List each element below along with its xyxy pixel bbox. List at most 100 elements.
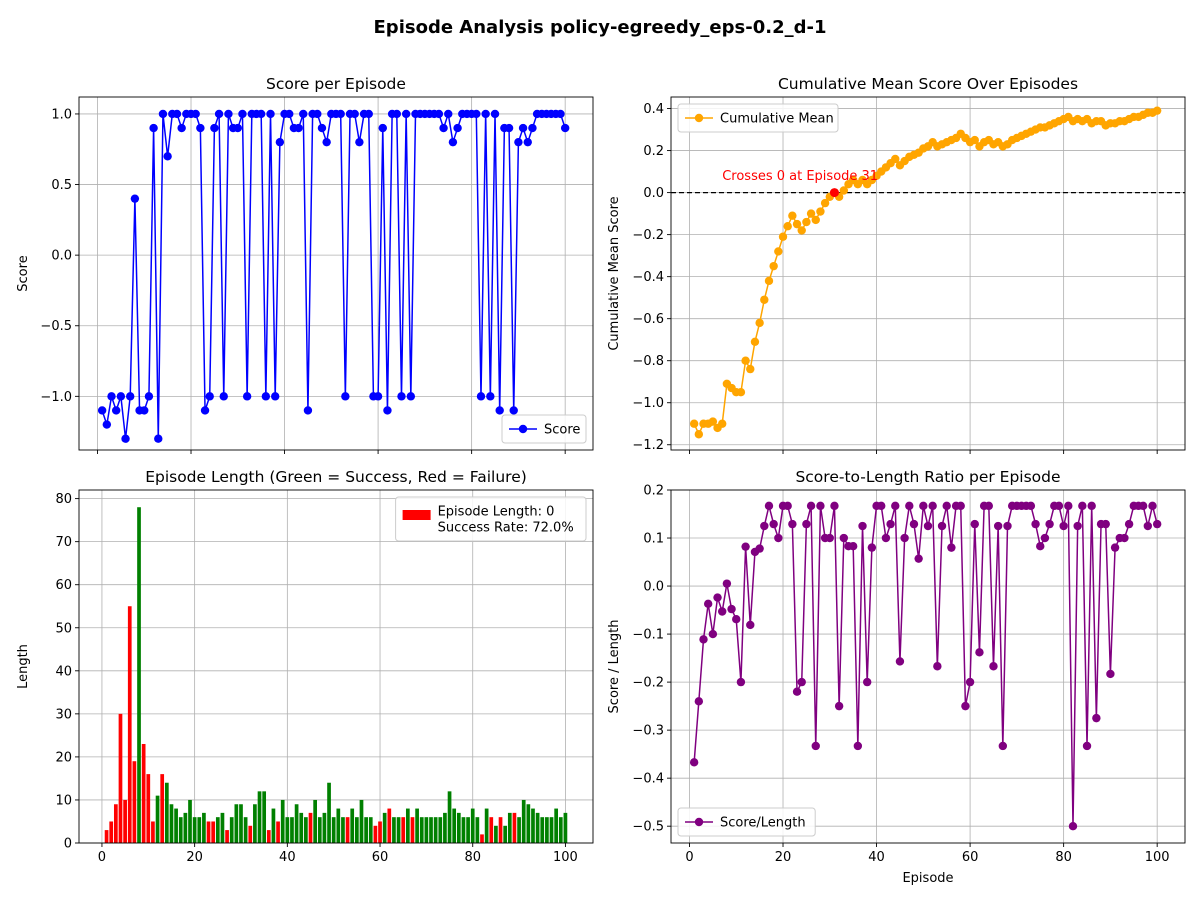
- legend-success-rate: Success Rate: 72.0%: [438, 521, 574, 536]
- data-point: [718, 419, 727, 428]
- data-point: [238, 109, 247, 119]
- data-point: [439, 123, 448, 133]
- data-point: [928, 501, 937, 511]
- y-tick-label: 30: [55, 707, 72, 722]
- y-tick-label: −0.4: [632, 772, 664, 787]
- bar: [549, 817, 554, 843]
- data-point: [163, 152, 172, 161]
- data-point: [741, 356, 750, 365]
- data-point: [792, 219, 802, 229]
- y-tick-label: 0.1: [643, 532, 664, 547]
- data-point: [177, 123, 186, 133]
- bar: [164, 782, 169, 843]
- data-point: [1110, 543, 1120, 552]
- data-point: [397, 392, 406, 401]
- data-point: [797, 677, 806, 687]
- data-point: [158, 109, 168, 119]
- chart-1: −1.0 −0.5 0.0 0.5 1.0 Score per Episode Score S…: [16, 75, 594, 454]
- y-tick-label: −0.2: [632, 676, 664, 691]
- y-tick-label: 0.4: [643, 102, 664, 117]
- y-tick-label: −0.2: [632, 228, 664, 243]
- y-tick-label: 10: [55, 793, 72, 808]
- y-axis-label: Cumulative Mean Score: [607, 196, 622, 350]
- bar: [364, 817, 368, 843]
- data-point: [956, 501, 965, 511]
- data-point: [909, 519, 919, 529]
- data-point: [839, 186, 849, 195]
- data-point: [200, 406, 210, 415]
- data-point: [783, 501, 792, 511]
- data-point: [130, 194, 140, 203]
- bar: [540, 817, 545, 843]
- bar: [484, 808, 489, 843]
- data-point: [504, 123, 514, 133]
- data-point: [350, 109, 359, 119]
- bar: [104, 830, 109, 843]
- bar: [424, 817, 429, 843]
- bar: [429, 817, 433, 843]
- data-point: [219, 392, 228, 401]
- data-point: [746, 364, 755, 374]
- data-point: [975, 648, 984, 657]
- data-point: [764, 501, 774, 511]
- data-point: [1026, 501, 1036, 511]
- data-point: [476, 392, 486, 401]
- data-point: [486, 392, 495, 401]
- bar: [285, 817, 290, 843]
- bar: [137, 507, 141, 843]
- bar: [220, 812, 225, 843]
- x-tick-label: 20: [186, 850, 203, 865]
- data-point: [933, 662, 942, 671]
- bar: [317, 817, 322, 843]
- legend-label: Score: [544, 423, 580, 438]
- data-point: [1003, 521, 1012, 531]
- axes-frame: [78, 96, 594, 451]
- data-point: [453, 123, 462, 133]
- bar: [563, 812, 568, 843]
- data-point: [107, 392, 116, 401]
- data-point: [378, 123, 387, 133]
- bar: [331, 817, 336, 843]
- data-point: [317, 123, 327, 133]
- data-point: [1152, 106, 1162, 115]
- x-tick-label: 20: [775, 850, 792, 865]
- bar: [410, 817, 415, 843]
- crossing-point-marker: [829, 188, 839, 198]
- axes-frame: [670, 489, 1186, 844]
- chart-title: Score-to-Length Ratio per Episode: [795, 468, 1060, 486]
- bar: [327, 782, 331, 843]
- bar: [202, 812, 206, 843]
- data-point: [196, 123, 205, 133]
- annotation-text: Crosses 0 at Episode 31: [722, 169, 878, 184]
- data-point: [853, 741, 863, 751]
- data-point: [764, 276, 774, 286]
- data-point: [523, 137, 532, 147]
- data-point: [518, 123, 528, 133]
- data-point: [1082, 741, 1092, 751]
- bar: [127, 606, 132, 843]
- data-point: [205, 392, 214, 401]
- data-point: [694, 430, 704, 439]
- bar: [109, 821, 114, 843]
- bar: [169, 804, 174, 843]
- x-tick-label: 40: [868, 850, 885, 865]
- bar: [253, 804, 257, 843]
- data-point: [1143, 521, 1153, 531]
- data-point: [820, 198, 830, 208]
- y-tick-label: 0.5: [51, 178, 72, 193]
- data-point: [792, 687, 802, 696]
- data-point: [760, 295, 769, 304]
- data-point: [755, 544, 764, 553]
- y-tick-label: −0.1: [632, 628, 664, 643]
- bar: [438, 817, 443, 843]
- bar: [507, 812, 512, 843]
- data-point: [1148, 501, 1157, 511]
- chart-2: Crosses 0 at Episode 31 −1.2 −1.0 −0.8 −0.6 −…: [607, 75, 1186, 454]
- data-point: [802, 519, 811, 529]
- bar: [368, 817, 373, 843]
- legend: Score/Length: [677, 807, 816, 837]
- data-point: [914, 554, 923, 563]
- bar: [141, 743, 146, 843]
- data-point: [560, 123, 570, 133]
